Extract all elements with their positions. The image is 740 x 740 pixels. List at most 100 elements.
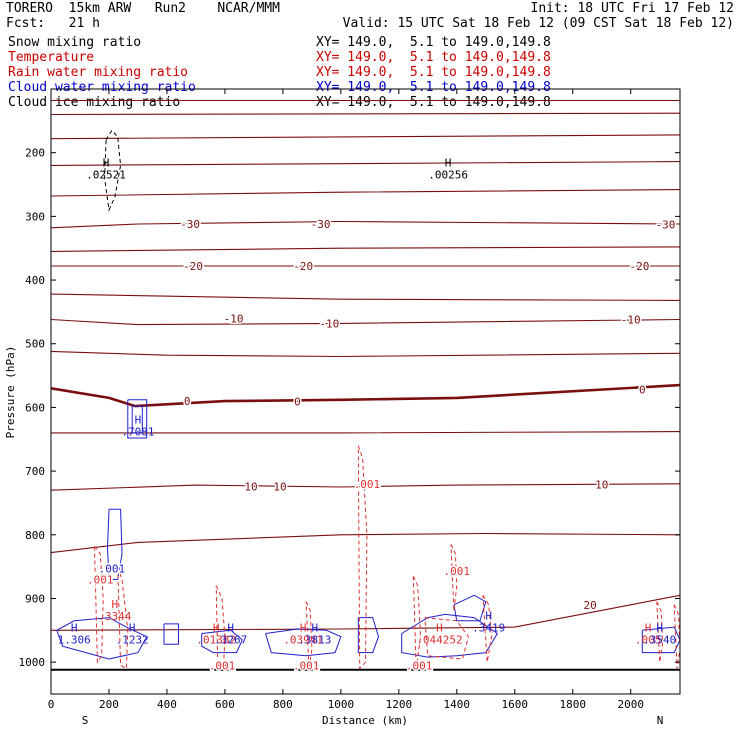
temperature-contour-14 <box>50 532 681 554</box>
x-tick-label-3: 600 <box>215 698 235 711</box>
extrema-mark-9: H <box>311 622 318 635</box>
axes: 0 200 400 600 800 1000 1200 1400 1600 1800 2000200… <box>19 89 680 711</box>
cloud-water-contour-0 <box>127 399 148 439</box>
y-axis-title: Pressure (hPa) <box>4 346 17 439</box>
contour-label-20: .001 <box>293 659 320 672</box>
contour-label-10: 0 <box>294 396 301 409</box>
rain-contour-6 <box>450 544 458 612</box>
extrema-mark-6: H <box>213 622 220 635</box>
extrema-labels: H.02521H.00256H.7081H.3344H1.306H.1232H.… <box>58 157 677 647</box>
extrema-value-4: 1.306 <box>58 634 91 647</box>
temperature-contour-2 <box>50 134 681 140</box>
extrema-value-8: .03941 <box>283 634 323 647</box>
contour-label-22: .001 <box>99 563 126 576</box>
y-tick-label-6: 800 <box>25 529 45 542</box>
y-tick-label-5: 700 <box>25 465 45 478</box>
cloud-water-contour-10 <box>641 626 681 654</box>
legend-rain-xy: XY= 149.0, 5.1 to 149.0,149.8 <box>316 65 551 80</box>
contour-label-5: -20 <box>629 260 649 273</box>
extrema-mark-4: H <box>71 622 78 635</box>
extrema-mark-2: H <box>135 413 142 426</box>
header-fcst: Fcst: 21 h <box>6 16 100 31</box>
contour-label-11: 0 <box>639 384 646 397</box>
contour-label-8: -10 <box>621 314 641 327</box>
contour-label-17: .001 <box>354 478 381 491</box>
x-tick-label-5: 1000 <box>328 698 355 711</box>
legend-cloud-ice-xy: XY= 149.0, 5.1 to 149.0,149.8 <box>316 95 551 110</box>
contour-label-19: .001 <box>209 659 236 672</box>
snow-contour-0 <box>104 129 122 212</box>
temperature-contour-10 <box>50 350 681 358</box>
rain-contour-8 <box>424 617 469 660</box>
extrema-value-7: .3267 <box>214 634 247 647</box>
rain-contour-0 <box>94 545 104 664</box>
extrema-mark-8: H <box>300 622 307 635</box>
legend-snow-xy: XY= 149.0, 5.1 to 149.0,149.8 <box>316 35 551 50</box>
temperature-contour-9 <box>50 318 681 326</box>
legend-snow-name: Snow mixing ratio <box>8 35 142 50</box>
extrema-mark-11: H <box>485 609 492 622</box>
cloud-water-contour-3 <box>56 617 148 660</box>
contour-label-16: .001 <box>87 573 114 586</box>
extrema-value-10: .044252 <box>416 634 462 647</box>
extrema-mark-3: H <box>111 598 118 611</box>
x-tick-label-6: 1200 <box>386 698 413 711</box>
cloud-water-contour-5 <box>201 629 243 654</box>
cloud-water-contour-1 <box>131 405 143 434</box>
legend-rain-name: Rain water mixing ratio <box>8 65 189 80</box>
temperature-contour-3 <box>50 161 681 166</box>
temperature-contours <box>50 99 681 631</box>
extrema-value-1: .00256 <box>428 169 468 182</box>
extrema-mark-1: H <box>445 157 452 170</box>
temperature-contour-11 <box>50 383 681 408</box>
contour-label-14: 10 <box>595 478 608 491</box>
temperature-contour-6 <box>50 246 681 252</box>
extrema-mark-5: H <box>129 622 136 635</box>
legend-temperature-name: Temperature <box>8 50 95 65</box>
x-axis-title: Distance (km) <box>322 714 408 727</box>
rain-contour-3 <box>215 585 226 670</box>
cloud-water-contour-8 <box>401 613 499 658</box>
contour-labels: -30 -30 -30 -20 -20 -20 -10 -10 -10 0 0 0 10 10 10 20 .0… <box>86 217 677 674</box>
extrema-value-9: .3813 <box>298 634 331 647</box>
extrema-value-6: .01382 <box>196 634 236 647</box>
contour-label-12: 10 <box>244 480 257 493</box>
y-tick-label-8: 1000 <box>19 656 46 669</box>
extrema-value-12: .005 <box>635 634 662 647</box>
contour-label-21: .001 <box>406 659 433 672</box>
temperature-contour-12 <box>51 431 681 434</box>
extrema-mark-13: H <box>656 622 663 635</box>
contour-label-3: -20 <box>183 260 203 273</box>
contour-label-6: -10 <box>224 312 244 325</box>
extrema-mark-7: H <box>227 622 234 635</box>
x-tick-label-4: 800 <box>273 698 293 711</box>
temperature-contour-8 <box>50 293 681 301</box>
cloud-water-contour-7 <box>357 617 380 654</box>
temperature-contour-5 <box>50 220 681 229</box>
contour-label-2: -30 <box>656 219 676 232</box>
contour-label-13: 10 <box>273 480 286 493</box>
contour-label-15: 20 <box>584 599 597 612</box>
x-tick-label-0: 0 <box>48 698 55 711</box>
extrema-value-0: .02521 <box>86 169 126 182</box>
contour-label-4: -20 <box>293 260 313 273</box>
y-tick-label-7: 900 <box>25 592 45 605</box>
rain-contours <box>94 445 681 670</box>
cloud-water-contour-2 <box>106 508 123 580</box>
x-end-label-left: S <box>82 714 89 727</box>
legend-cloud-ice-name: Cloud ice mixing ratio <box>8 95 181 110</box>
x-tick-label-1: 200 <box>99 698 119 711</box>
x-tick-label-2: 400 <box>157 698 177 711</box>
extrema-mark-12: H <box>645 622 652 635</box>
rain-contour-9 <box>656 601 664 663</box>
cloud-water-contour-9 <box>453 594 487 622</box>
contour-label-0: -30 <box>180 218 200 231</box>
x-tick-label-7: 1400 <box>444 698 471 711</box>
y-tick-label-0: 200 <box>25 147 45 160</box>
y-tick-label-2: 400 <box>25 274 45 287</box>
x-tick-label-9: 1800 <box>560 698 587 711</box>
extrema-value-11: .3419 <box>472 621 505 634</box>
y-tick-label-3: 500 <box>25 338 45 351</box>
x-tick-label-8: 1600 <box>502 698 529 711</box>
